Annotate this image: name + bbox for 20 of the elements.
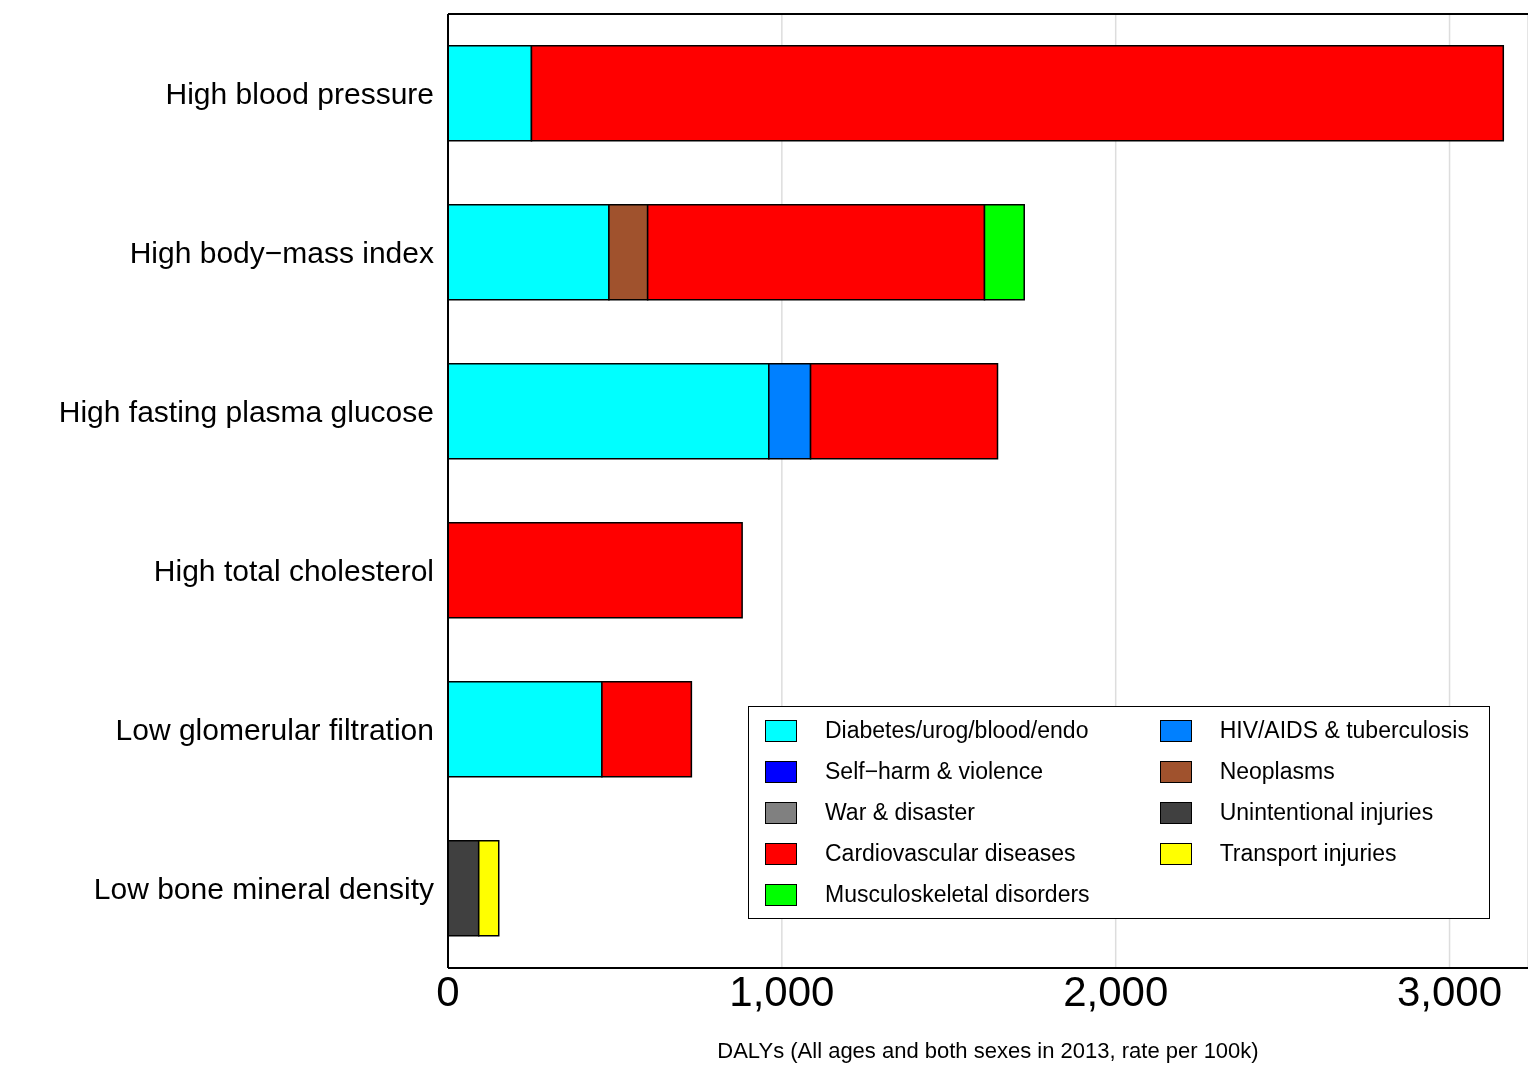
legend-label: Cardiovascular diseases — [825, 840, 1076, 867]
legend-label: War & disaster — [825, 799, 975, 826]
legend-label: Unintentional injuries — [1219, 799, 1434, 826]
y-tick-label: High body−mass index — [129, 236, 434, 270]
y-tick-label: High blood pressure — [165, 77, 434, 111]
legend-label: HIV/AIDS & tuberculosis — [1219, 717, 1469, 744]
y-tick-label: Low bone mineral density — [93, 872, 434, 906]
y-tick-label: Low glomerular filtration — [115, 713, 434, 747]
legend-label: Musculoskeletal disorders — [825, 881, 1090, 908]
x-tick-label: 3,000 — [1396, 967, 1503, 1015]
x-tick-label: 2,000 — [1063, 967, 1169, 1015]
x-axis-title: DALYs (All ages and both sexes in 2013, rate per 100k) — [717, 1038, 1259, 1063]
y-tick-label: High fasting plasma glucose — [58, 395, 434, 429]
legend-label: Self−harm & violence — [825, 758, 1043, 785]
y-tick-label: High total cholesterol — [153, 554, 434, 588]
legend-label: Diabetes/urog/blood/endo — [825, 717, 1089, 744]
x-tick-label: 0 — [436, 967, 460, 1015]
x-tick-label: 1,000 — [729, 967, 835, 1015]
legend-label: Neoplasms — [1219, 758, 1335, 785]
legend-label: Transport injuries — [1219, 840, 1397, 867]
